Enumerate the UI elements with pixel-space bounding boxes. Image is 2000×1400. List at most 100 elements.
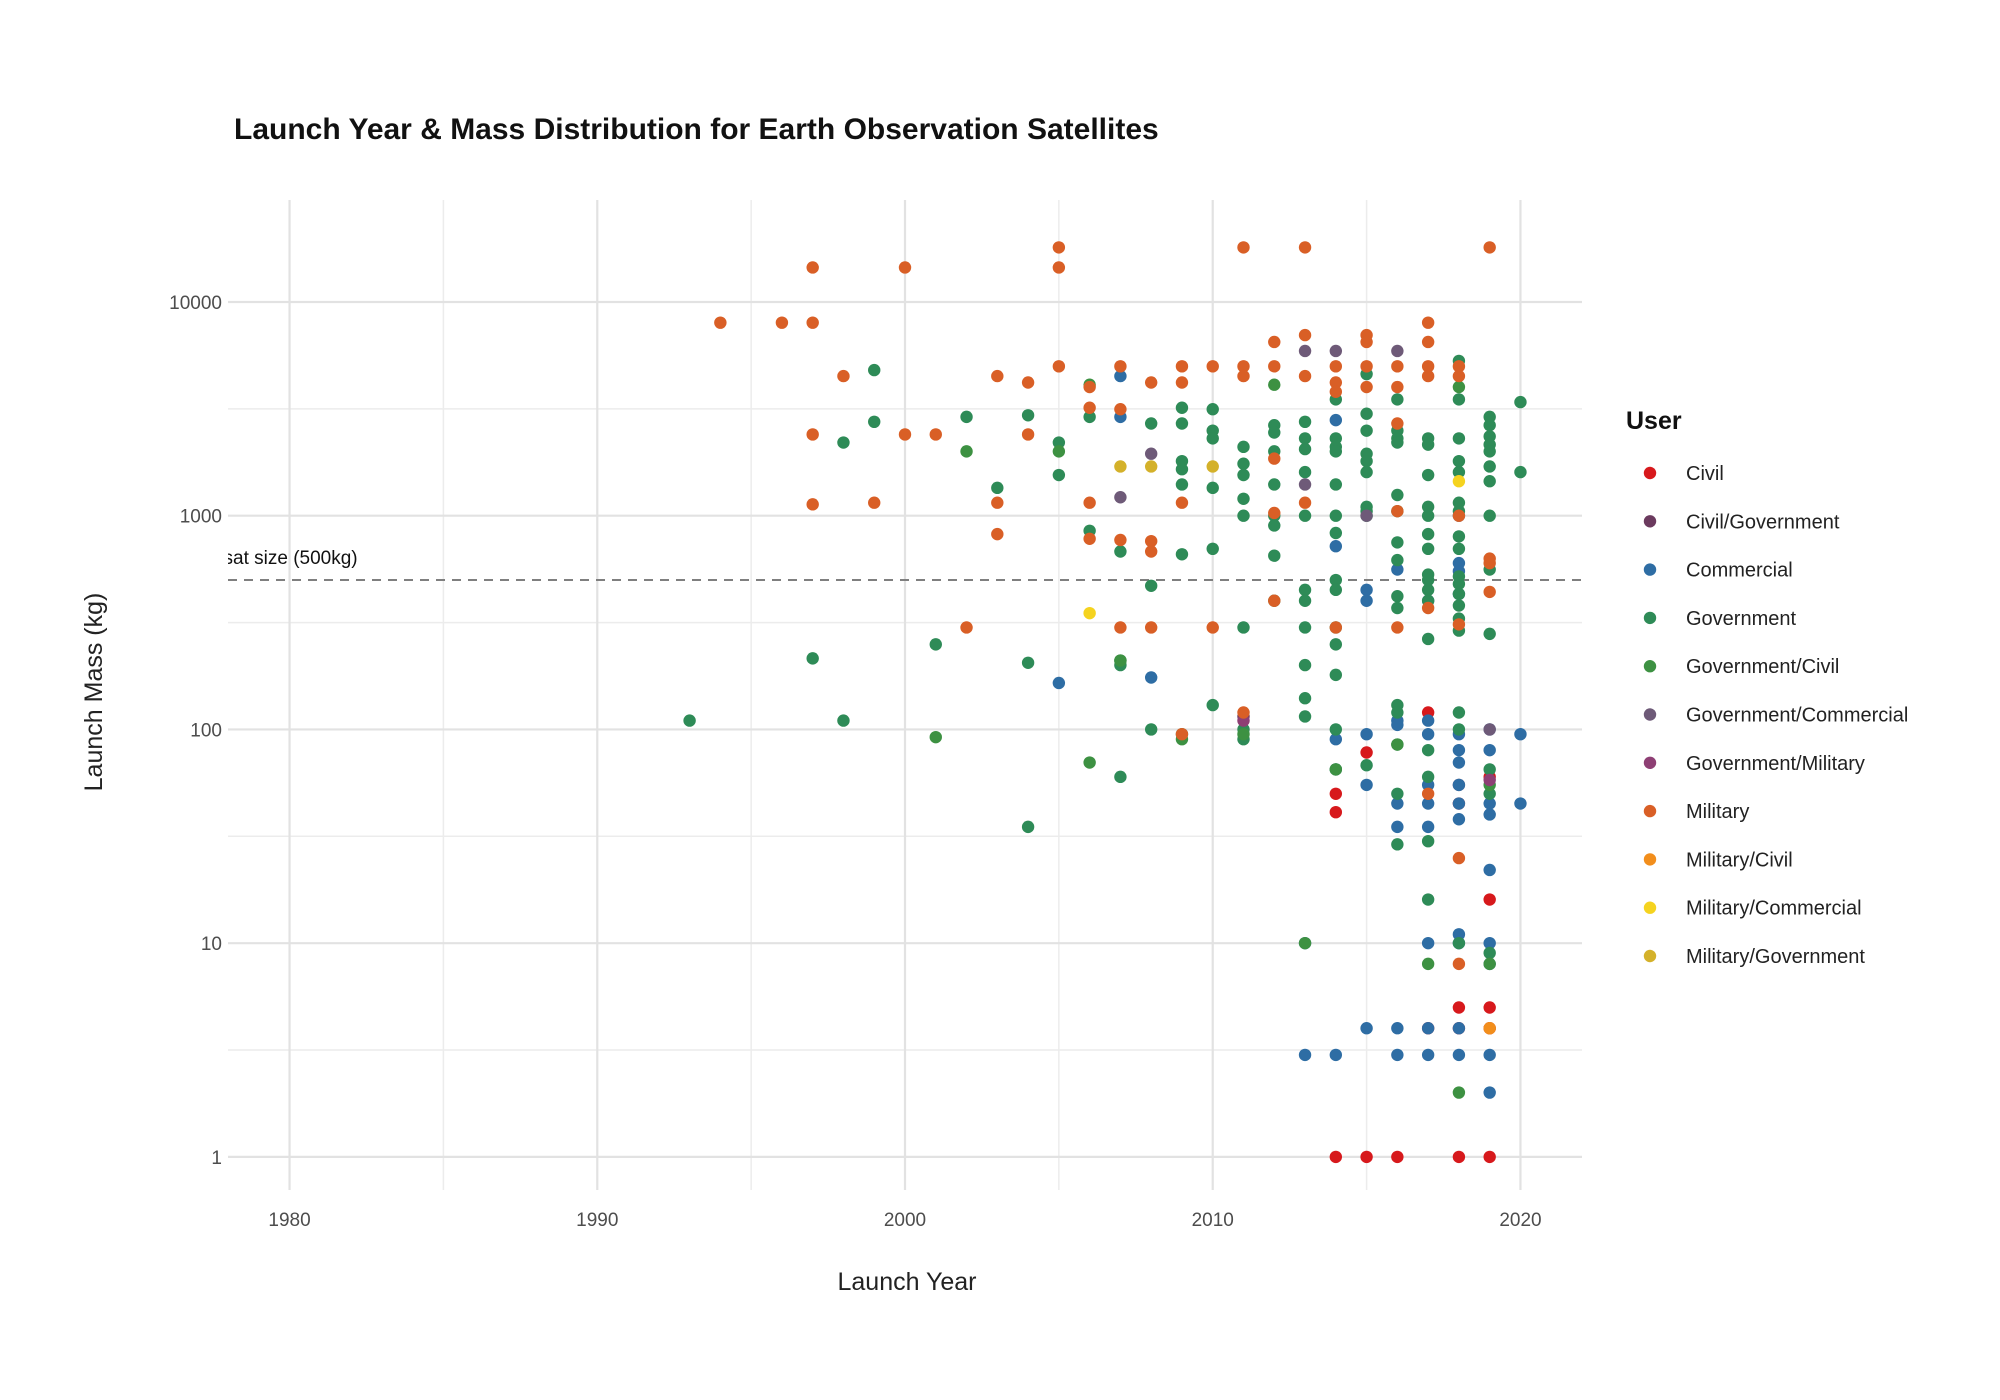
data-point (1298, 442, 1312, 456)
data-point (1483, 957, 1496, 971)
data-point (1452, 723, 1466, 736)
data-point (1329, 344, 1343, 358)
data-point (1421, 542, 1435, 556)
data-point (1175, 548, 1189, 561)
data-point (1514, 797, 1527, 810)
x-tick-label: 2020 (1499, 1210, 1541, 1231)
x-tick-label: 2010 (1192, 1210, 1234, 1231)
data-point (868, 415, 881, 429)
data-point (1483, 1150, 1496, 1164)
data-point (898, 261, 912, 274)
data-point (960, 621, 973, 634)
data-point (1421, 369, 1435, 383)
legend-label: Government/Military (1686, 753, 1865, 775)
data-point (1421, 335, 1435, 349)
data-point (991, 496, 1004, 509)
data-point (1268, 594, 1281, 607)
legend-label: Military/Civil (1686, 849, 1793, 871)
data-point (1391, 706, 1404, 719)
data-point (991, 369, 1004, 383)
data-point (1298, 658, 1312, 672)
data-point (1144, 723, 1158, 736)
data-point (1298, 621, 1312, 634)
data-point (1298, 1048, 1312, 1062)
y-axis-title: Launch Mass (kg) (80, 593, 108, 792)
data-point (1237, 509, 1250, 522)
data-point (1421, 360, 1435, 373)
data-point (1114, 654, 1127, 667)
data-point (1452, 851, 1466, 865)
data-point (1483, 743, 1496, 757)
data-point (1483, 475, 1496, 488)
data-point (1329, 360, 1343, 373)
data-point (1360, 759, 1373, 772)
data-point (1421, 1048, 1435, 1062)
legend-marker (1643, 804, 1657, 818)
data-point (1391, 380, 1404, 394)
data-point (1421, 714, 1435, 727)
legend-title: User (1626, 407, 1682, 435)
data-point (1391, 1022, 1404, 1035)
legend-label: Civil (1686, 463, 1724, 485)
data-point (1452, 936, 1466, 950)
data-point (1452, 957, 1466, 971)
data-point (1452, 928, 1466, 941)
legend: User Civil Civil/Government Commercial Gove… (1626, 407, 1908, 968)
data-point (1360, 727, 1373, 741)
data-point (1083, 606, 1096, 620)
legend-label: Military (1686, 801, 1749, 823)
data-point (1483, 773, 1496, 787)
data-point (1329, 445, 1343, 458)
legend-marker (1643, 611, 1657, 625)
data-point (1298, 369, 1312, 383)
data-point (1452, 475, 1466, 488)
data-point (1021, 376, 1035, 389)
data-point (1483, 419, 1496, 432)
data-point (1483, 627, 1496, 641)
data-point (1421, 509, 1435, 522)
x-tick-label: 1980 (268, 1210, 310, 1231)
data-point (1083, 410, 1096, 424)
data-point (1483, 787, 1496, 800)
data-point (1052, 261, 1066, 274)
data-point (1083, 401, 1096, 414)
data-point (1452, 599, 1466, 612)
data-point (929, 730, 942, 744)
legend-label: Government (1686, 608, 1796, 630)
data-point (1144, 671, 1158, 684)
data-point (1329, 573, 1343, 587)
data-point (1175, 496, 1189, 509)
data-point (1329, 1150, 1343, 1164)
data-point (1114, 360, 1127, 373)
data-point (1268, 360, 1281, 373)
data-point (1452, 756, 1466, 769)
data-point (714, 316, 727, 329)
data-point (1329, 526, 1343, 540)
data-point (1329, 763, 1343, 776)
data-point (1237, 468, 1250, 482)
x-tick-label: 1990 (576, 1210, 618, 1231)
data-point (1391, 590, 1404, 603)
data-point (1452, 706, 1466, 719)
data-point (683, 714, 696, 727)
y-tick-label: 10000 (169, 293, 222, 314)
y-tick-label: 100 (190, 720, 222, 741)
data-point (1483, 1086, 1496, 1099)
data-point (1268, 378, 1281, 391)
data-point (1298, 496, 1312, 509)
data-point (1268, 335, 1281, 349)
data-point (1206, 360, 1219, 373)
data-point (1391, 488, 1404, 502)
series-government-commercial (1114, 344, 1496, 736)
data-point (1114, 403, 1127, 416)
data-point (1268, 519, 1281, 532)
data-point (1329, 376, 1343, 389)
x-tick-label: 2000 (884, 1210, 926, 1231)
data-point (1052, 676, 1066, 690)
data-point (1452, 465, 1466, 479)
data-point (1452, 360, 1466, 373)
data-point (1360, 509, 1373, 522)
legend-marker (1643, 515, 1657, 528)
data-point (1452, 797, 1466, 810)
